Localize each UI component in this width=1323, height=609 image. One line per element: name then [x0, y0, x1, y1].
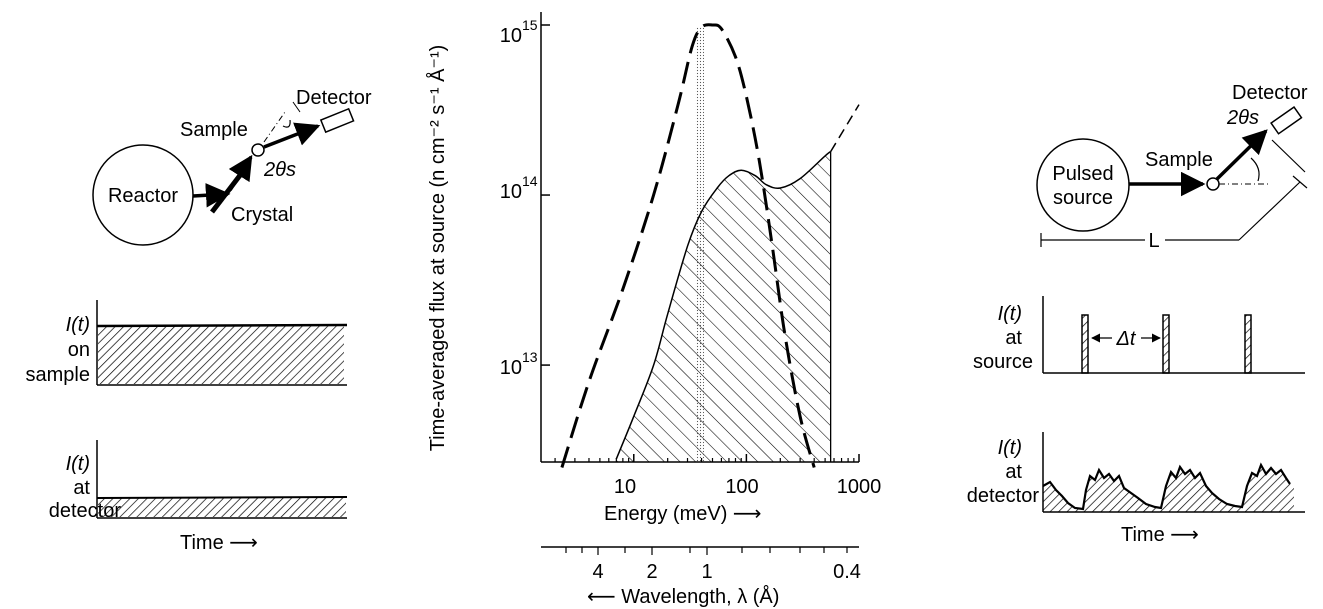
plot2-intensity-top: [96, 496, 348, 499]
left-plot-at-detector: I(t) at detector Time ⟶: [49, 440, 348, 554]
x-axis-label: Energy (meV) ⟶: [604, 503, 762, 525]
reactor-label: Reactor: [108, 185, 178, 207]
chart-curves: [560, 23, 860, 468]
detector-leader: [292, 101, 301, 113]
left-plot-on-sample: I(t) on sample: [26, 300, 348, 386]
pulse-2: [1162, 314, 1170, 374]
crystal-label: Crystal: [231, 204, 293, 226]
plot1-ylabel-line1: I(t): [66, 314, 90, 336]
wavelength-ticks: [565, 547, 848, 555]
wavelength-axis-label: ⟵ Wavelength, λ (Å): [587, 585, 779, 608]
delta-t-label: Δt: [1116, 328, 1137, 350]
detector-box: [1270, 106, 1303, 135]
right-plot-at-source: I(t) at source Δt: [973, 296, 1305, 374]
flux-chart: 10 15 10 14 10 13 10 100 1000 Energy (me…: [426, 12, 881, 608]
right-plot-at-detector: I(t) at detector Time ⟶: [967, 432, 1305, 546]
y-tick-base: 10: [500, 357, 522, 379]
distance-diagonal: [1238, 181, 1301, 241]
y-tick-base: 10: [500, 25, 522, 47]
dotted-energy-band: [695, 27, 704, 462]
y-tick-exponent: 14: [522, 173, 538, 189]
detector-signal-line: [1042, 462, 1291, 511]
y-tick-label-1e15: 10 15: [500, 17, 538, 47]
pulsed-spectrum-extension: [830, 104, 860, 153]
sample-circle: [251, 143, 265, 157]
detector-signal-fill: [1043, 465, 1294, 512]
distance-leader: [1271, 139, 1306, 173]
rplot2-ylabel-line2: at: [1005, 461, 1022, 483]
plot1-intensity-fill: [98, 326, 344, 384]
plot1-ylabel-line3: sample: [26, 364, 90, 386]
rplot2-ylabel-line1: I(t): [998, 437, 1022, 459]
beam-to-crystal-arrow: [192, 183, 231, 208]
reactor-spectrum-curve: [560, 23, 816, 468]
distance-tick-right: [1292, 175, 1308, 189]
detector-box: [319, 107, 355, 134]
rplot2-ylabel-line3: detector: [967, 485, 1040, 507]
distance-label: L: [1148, 230, 1159, 252]
y-tick-base: 10: [500, 181, 522, 203]
plot2-ylabel-line1: I(t): [66, 453, 90, 475]
right-time-label: Time ⟶: [1121, 524, 1199, 546]
plot2-ylabel-line2: at: [73, 477, 90, 499]
wavelength-tick-2: 2: [646, 561, 657, 583]
left-time-label: Time ⟶: [180, 532, 258, 554]
y-tick-exponent: 13: [522, 349, 538, 365]
y-tick-label-1e13: 10 13: [500, 349, 538, 379]
rplot1-ylabel-line1: I(t): [998, 303, 1022, 325]
x-tick-label-10: 10: [614, 476, 636, 498]
chart-dotted-band: [695, 27, 704, 462]
sample-label: Sample: [180, 119, 248, 141]
straight-through-line: [263, 111, 286, 143]
rplot1-ylabel-line2: at: [1005, 327, 1022, 349]
chart-ticks: [541, 24, 860, 462]
plot2-intensity-fill: [98, 498, 346, 517]
pulse-1: [1081, 314, 1089, 374]
angle-arc: [282, 119, 291, 128]
chart-hatch-area: [616, 151, 832, 462]
scattered-beam-arrow: [263, 122, 321, 149]
pulsed-spectrum-area: [616, 151, 831, 462]
beam-to-sample-arrow: [228, 154, 253, 191]
pulsed-spectrum-curve: [615, 150, 832, 460]
detector-label: Detector: [296, 87, 372, 109]
pulsed-source-label-line1: Pulsed: [1052, 163, 1113, 185]
pulsed-source-circle: [1036, 138, 1130, 232]
x-tick-label-100: 100: [725, 476, 758, 498]
x-tick-label-1000: 1000: [837, 476, 882, 498]
detector-label: Detector: [1232, 82, 1308, 104]
plot1-intensity-top: [96, 323, 348, 328]
reactor-diagram: Reactor Crystal Sample 2θs Detector: [92, 87, 372, 246]
y-tick-exponent: 15: [522, 17, 538, 33]
pulsed-source-diagram: Pulsed source Sample 2θs Detector L: [1036, 82, 1308, 252]
wavelength-tick-4: 4: [592, 561, 603, 583]
pulse-3: [1244, 314, 1252, 374]
scattered-beam-arrow: [1215, 129, 1268, 181]
sample-label: Sample: [1145, 149, 1213, 171]
pulsed-source-label-line2: source: [1053, 187, 1113, 209]
wavelength-tick-1: 1: [701, 561, 712, 583]
y-tick-label-1e14: 10 14: [500, 173, 538, 203]
angle-arc: [1250, 157, 1260, 182]
rplot1-ylabel-line3: source: [973, 351, 1033, 373]
wavelength-tick-0.4: 0.4: [833, 561, 861, 583]
angle-label: 2θs: [1226, 107, 1259, 129]
sample-circle: [1206, 177, 1220, 191]
plot1-ylabel-line2: on: [68, 339, 90, 361]
y-axis-label: Time-averaged flux at source (n cm⁻² s⁻¹…: [426, 45, 449, 452]
angle-label: 2θs: [263, 159, 296, 181]
